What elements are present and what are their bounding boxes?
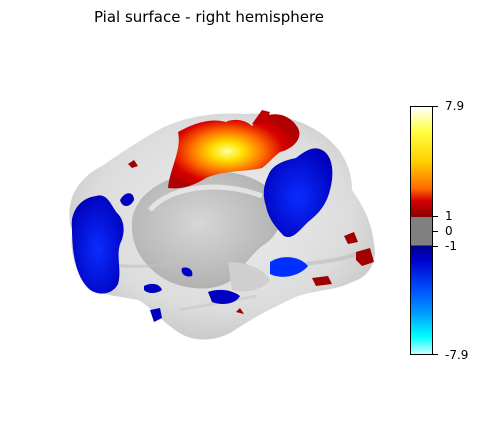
- colorbar-tick: [433, 354, 438, 355]
- positive-activation-cluster: [252, 110, 270, 124]
- positive-activation-cluster: [236, 308, 244, 314]
- positive-activation-cluster: [344, 232, 358, 244]
- negative-activation-cluster: [150, 308, 162, 322]
- corpus-callosum-arc: [148, 184, 263, 212]
- negative-activation-cluster: [120, 193, 134, 206]
- negative-activation-cluster: [71, 195, 124, 294]
- negative-activation-cluster: [270, 257, 308, 277]
- negative-activation-cluster: [263, 148, 333, 238]
- negative-activation-cluster: [144, 283, 162, 293]
- colorbar-tick: [433, 246, 438, 247]
- colorbar: [410, 106, 433, 355]
- positive-activation-cluster: [168, 114, 300, 189]
- colorbar-min-label: -7.9: [445, 348, 469, 362]
- medial-wall: [131, 171, 282, 289]
- figure-title: Pial surface - right hemisphere: [93, 8, 325, 26]
- colorbar-tick: [433, 231, 438, 232]
- positive-activation-cluster: [312, 276, 332, 286]
- negative-activation-cluster: [208, 289, 240, 304]
- brainstem: [228, 262, 270, 292]
- positive-activation-cluster: [356, 248, 374, 266]
- negative-activation-cluster: [181, 267, 193, 277]
- positive-activation-cluster: [128, 160, 138, 168]
- colorbar-pos-threshold-label: 1: [445, 209, 453, 223]
- colorbar-zero-label: 0: [445, 224, 453, 238]
- colorbar-max-label: 7.9: [445, 99, 465, 113]
- colorbar-tick: [433, 106, 438, 107]
- colorbar-neg-threshold-label: -1: [445, 239, 457, 253]
- colorbar-tick: [433, 216, 438, 217]
